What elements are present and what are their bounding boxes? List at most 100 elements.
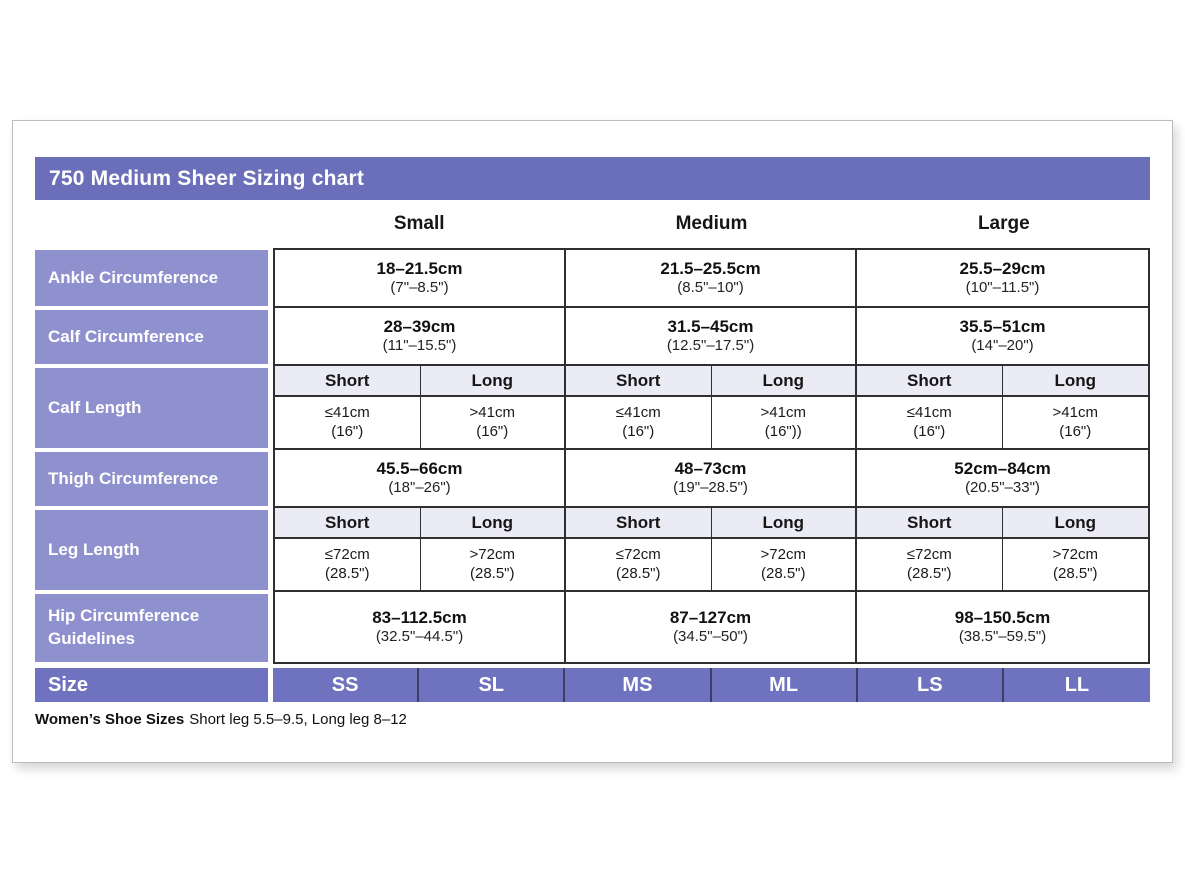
row-label: Thigh Circumference — [35, 452, 268, 506]
size-group-medium: Medium — [675, 213, 748, 234]
measurement-cell: 52cm–84cm (20.5"–33") — [857, 450, 1148, 506]
measurement-cell: >41cm (16")) — [712, 397, 857, 448]
size-code-sl: SL — [419, 668, 566, 702]
row-data: 45.5–66cm (18"–26") 48–73cm (19"–28.5") 52cm… — [273, 450, 1150, 508]
subheader-short: Short — [566, 508, 712, 537]
measurement-cell: 31.5–45cm (12.5"–17.5") — [566, 308, 857, 364]
row-label-cell: Ankle Circumference — [35, 248, 268, 308]
size-code-row: Size SS SL MS ML LS LL — [35, 668, 1151, 702]
measurement-inches: (12.5"–17.5") — [666, 337, 755, 355]
row-data: 83–112.5cm (32.5"–44.5") 87–127cm (34.5"–50… — [273, 592, 1150, 664]
measurement-cm: 45.5–66cm — [376, 459, 463, 478]
size-code-cells: SS SL MS ML LS LL — [273, 668, 1151, 702]
measurement-inches: (19"–28.5") — [673, 479, 748, 497]
measurement-cm: >72cm — [469, 545, 515, 563]
footnote-text: Short leg 5.5–9.5, Long leg 8–12 — [189, 711, 407, 728]
subheader-long: Long — [1054, 512, 1097, 532]
value-cells: 45.5–66cm (18"–26") 48–73cm (19"–28.5") 52cm… — [275, 450, 1148, 506]
table-row: Calf Length Short Long Short Long Short Long ≤4… — [35, 366, 1150, 450]
measurement-inches: (16") — [913, 422, 946, 440]
measurement-cell: ≤41cm (16") — [275, 397, 421, 448]
size-row-label: Size — [35, 668, 268, 702]
subheader-long: Long — [712, 508, 857, 537]
measurement-cm: ≤41cm — [615, 403, 661, 421]
footnote: Women’s Shoe Sizes Short leg 5.5–9.5, Lon… — [35, 711, 1150, 728]
row-label-cell: Thigh Circumference — [35, 450, 268, 508]
row-data: 18–21.5cm (7"–8.5") 21.5–25.5cm (8.5"–10") 2… — [273, 248, 1150, 308]
measurement-inches: (28.5") — [615, 564, 661, 582]
subheader-short: Short — [566, 366, 712, 395]
measurement-cell: >72cm (28.5") — [1003, 539, 1149, 590]
row-label-cell: Calf Length — [35, 366, 268, 450]
subheader-short: Short — [275, 508, 421, 537]
row-label: Hip Circumference Guidelines — [35, 594, 268, 662]
measurement-cell: ≤41cm (16") — [566, 397, 712, 448]
row-label-cell: Leg Length — [35, 508, 268, 592]
chart-title: 750 Medium Sheer Sizing chart — [49, 166, 365, 190]
measurement-cell: ≤72cm (28.5") — [275, 539, 421, 590]
footnote-label: Women’s Shoe Sizes — [35, 711, 185, 728]
table-row: Thigh Circumference 45.5–66cm (18"–26") 48–… — [35, 450, 1150, 508]
measurement-inches: (16") — [331, 422, 364, 440]
measurement-inches: (10"–11.5") — [965, 279, 1040, 297]
measurement-cm: 18–21.5cm — [376, 259, 463, 278]
subheader-short: Short — [857, 508, 1003, 537]
measurement-cm: ≤41cm — [906, 403, 952, 421]
measurement-inches: (11"–15.5") — [382, 337, 457, 355]
size-group-small: Small — [393, 213, 445, 234]
measurement-cm: 87–127cm — [669, 608, 752, 627]
measurement-cell: >72cm (28.5") — [712, 539, 857, 590]
measurement-inches: (28.5") — [469, 564, 515, 582]
measurement-cell: 35.5–51cm (14"–20") — [857, 308, 1148, 364]
measurement-inches: (28.5") — [906, 564, 952, 582]
size-group-large: Large — [977, 213, 1030, 234]
subheader-long: Long — [1054, 370, 1097, 390]
sizing-chart-card: 750 Medium Sheer Sizing chart Small Medi… — [12, 120, 1173, 763]
short-long-subheader: Short Long Short Long Short Long — [275, 508, 1148, 539]
row-label: Calf Length — [35, 368, 268, 448]
measurement-cm: 21.5–25.5cm — [660, 259, 761, 278]
measurement-inches: (28.5") — [1052, 564, 1098, 582]
measurement-cell: 48–73cm (19"–28.5") — [566, 450, 857, 506]
row-label-cell: Hip Circumference Guidelines — [35, 592, 268, 664]
row-data: 28–39cm (11"–15.5") 31.5–45cm (12.5"–17.5")… — [273, 308, 1150, 366]
measurement-inches: (8.5"–10") — [677, 279, 744, 297]
measurement-cm: 31.5–45cm — [667, 317, 754, 336]
measurement-inches: (16") — [476, 422, 509, 440]
subheader-long: Long — [712, 366, 857, 395]
row-data: Short Long Short Long Short Long ≤72cm (28.5") >… — [273, 508, 1150, 592]
measurement-cm: ≤72cm — [324, 545, 370, 563]
measurement-cell: 83–112.5cm (32.5"–44.5") — [275, 592, 566, 662]
measurement-cm: 25.5–29cm — [959, 259, 1046, 278]
row-label: Leg Length — [35, 510, 268, 590]
value-cells: 18–21.5cm (7"–8.5") 21.5–25.5cm (8.5"–10") 2… — [275, 250, 1148, 306]
measurement-inches: (28.5") — [324, 564, 370, 582]
table-row: Hip Circumference Guidelines 83–112.5cm (3… — [35, 592, 1150, 664]
measurement-inches: (7"–8.5") — [390, 279, 449, 297]
value-cells: ≤41cm (16") >41cm (16") ≤41cm (16") >41cm (16")… — [275, 397, 1148, 448]
value-cells: 83–112.5cm (32.5"–44.5") 87–127cm (34.5"–50… — [275, 592, 1148, 662]
measurement-cm: >41cm — [469, 403, 515, 421]
measurement-cell: ≤72cm (28.5") — [566, 539, 712, 590]
measurement-cell: 87–127cm (34.5"–50") — [566, 592, 857, 662]
measurement-cell: ≤41cm (16") — [857, 397, 1003, 448]
measurement-cell: 21.5–25.5cm (8.5"–10") — [566, 250, 857, 306]
measurement-cell: >72cm (28.5") — [421, 539, 566, 590]
measurement-cell: 18–21.5cm (7"–8.5") — [275, 250, 566, 306]
measurement-cell: ≤72cm (28.5") — [857, 539, 1003, 590]
row-label: Ankle Circumference — [35, 250, 268, 306]
measurement-cm: 52cm–84cm — [954, 459, 1051, 478]
measurement-inches: (28.5") — [760, 564, 806, 582]
measurement-cm: >72cm — [760, 545, 806, 563]
measurement-cell: 98–150.5cm (38.5"–59.5") — [857, 592, 1148, 662]
measurement-inches: (16") — [1059, 422, 1092, 440]
measurement-cm: 35.5–51cm — [959, 317, 1046, 336]
measurement-cm: >41cm — [1052, 403, 1098, 421]
measurement-inches: (14"–20") — [971, 337, 1034, 355]
measurement-inches: (18"–26") — [388, 479, 451, 497]
measurement-cm: ≤41cm — [324, 403, 370, 421]
value-cells: 28–39cm (11"–15.5") 31.5–45cm (12.5"–17.5")… — [275, 308, 1148, 364]
measurement-inches: (38.5"–59.5") — [958, 628, 1047, 646]
measurement-cm: >72cm — [1052, 545, 1098, 563]
size-code-ss: SS — [273, 668, 420, 702]
